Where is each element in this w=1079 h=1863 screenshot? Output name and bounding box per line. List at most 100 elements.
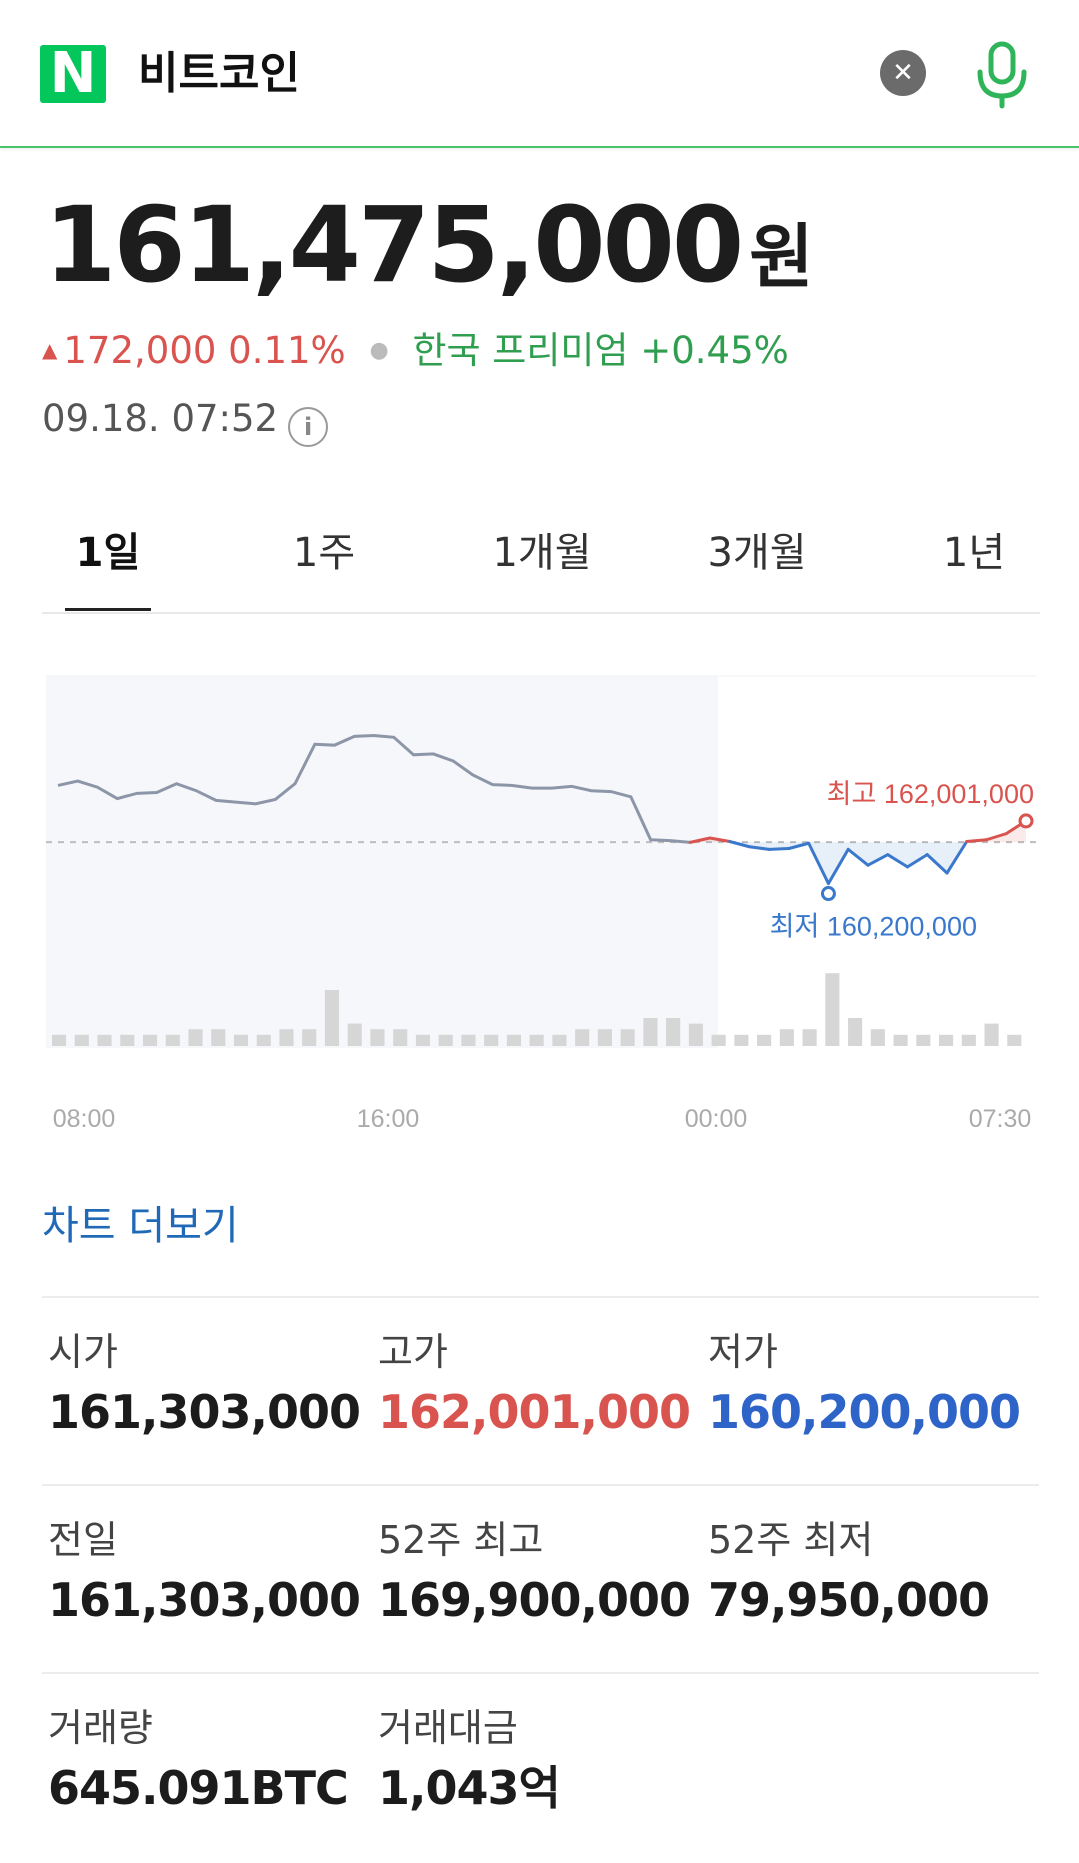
volume-bar [347, 1023, 362, 1046]
quote-timestamp: 09.18. 07:52 [42, 397, 279, 440]
quote-time-row: 09.18. 07:52 i [42, 396, 329, 447]
change-row: ▲ 172,000 0.11% ● 한국 프리미엄 +0.45% [42, 327, 789, 374]
stat-open: 시가 161,303,000 [48, 1328, 361, 1442]
price-value: 161,475,000 [44, 184, 744, 306]
stat-label: 52주 최고 [378, 1518, 544, 1562]
volume-bar [893, 1034, 908, 1046]
volume-bar [984, 1023, 999, 1046]
volume-bar [120, 1034, 135, 1046]
volume-bar [620, 1029, 635, 1046]
today-line-segment [708, 836, 732, 844]
volume-bar [256, 1034, 271, 1046]
stat-high: 고가 162,001,000 [378, 1328, 691, 1442]
volume-bar [165, 1034, 180, 1046]
today-line [688, 819, 1028, 886]
stat-low: 저가 160,200,000 [708, 1328, 1021, 1442]
tab-1y[interactable]: 1년 [942, 530, 1006, 576]
volume-bar [188, 1029, 203, 1046]
stat-volume: 거래량 645.091BTC [48, 1704, 349, 1818]
stat-value: 1,043억 [378, 1761, 561, 1815]
search-query[interactable]: 비트코인 [138, 48, 300, 99]
stat-value: 169,900,000 [378, 1573, 691, 1627]
separator-dot: ● [369, 338, 389, 363]
price-unit: 원 [749, 216, 814, 298]
volume-bar [142, 1034, 158, 1046]
volume-bar [961, 1034, 976, 1046]
below-area [729, 841, 967, 884]
high-marker [1018, 813, 1034, 829]
volume-bar [666, 1018, 681, 1046]
stat-value: 162,001,000 [378, 1385, 691, 1439]
divider [42, 1484, 1039, 1486]
today-line-segment [886, 853, 909, 869]
volume-bar [279, 1029, 294, 1046]
low-label: 최저 160,200,000 [770, 912, 977, 942]
tab-1d[interactable]: 1일 [75, 530, 141, 576]
stat-label: 거래대금 [378, 1706, 518, 1750]
price-chart[interactable]: 최고 162,001,000 최저 160,200,000 08:00 16:00… [0, 660, 1079, 1150]
volume-bar [211, 1029, 226, 1046]
high-label: 최고 162,001,000 [827, 779, 1034, 809]
tab-1w[interactable]: 1주 [292, 530, 356, 576]
volume-bar [779, 1029, 794, 1046]
volume-bar [734, 1034, 749, 1046]
volume-bar [506, 1034, 521, 1046]
mic-icon[interactable] [972, 40, 1032, 110]
today-line-segment [965, 838, 988, 844]
stat-label: 고가 [378, 1330, 448, 1374]
volume-bar [802, 1029, 817, 1046]
stat-value: 161,303,000 [48, 1573, 361, 1627]
stat-label: 52주 최저 [708, 1518, 874, 1562]
volume-bar [324, 990, 340, 1046]
today-line-segment [866, 853, 890, 867]
today-line-segment [787, 841, 811, 851]
stat-trade-value: 거래대금 1,043억 [378, 1704, 561, 1818]
x-tick-label: 00:00 [685, 1105, 748, 1133]
today-line-segment [984, 832, 1008, 842]
today-line-segment [905, 853, 929, 869]
stat-value: 645.091BTC [48, 1761, 349, 1815]
today-line-segment [945, 840, 969, 875]
stat-value: 79,950,000 [708, 1573, 990, 1627]
above-area [690, 820, 1026, 843]
low-marker [820, 886, 836, 902]
search-header: N 비트코인 ✕ [0, 0, 1079, 148]
volume-bar [597, 1029, 612, 1046]
today-line-segment [807, 841, 830, 886]
tab-1m[interactable]: 1개월 [492, 530, 592, 576]
premium-value: +0.45% [640, 329, 789, 372]
stat-label: 전일 [48, 1518, 118, 1562]
x-tick-label: 07:30 [969, 1105, 1032, 1133]
info-icon[interactable]: i [288, 407, 329, 447]
volume-bar [552, 1034, 567, 1046]
volume-bar [688, 1023, 703, 1046]
stat-label: 저가 [708, 1330, 778, 1374]
volume-bar [529, 1034, 544, 1046]
more-chart-link[interactable]: 차트 더보기 [42, 1203, 239, 1249]
period-tabs: 1일 1주 1개월 3개월 1년 [42, 520, 1040, 614]
volume-bar [461, 1034, 476, 1046]
today-line-segment [747, 845, 771, 851]
volume-bar [302, 1029, 317, 1046]
volume-bar [825, 973, 840, 1046]
stat-label: 거래량 [48, 1706, 153, 1750]
x-tick-label: 08:00 [53, 1105, 116, 1133]
volume-bar [370, 1029, 385, 1046]
close-icon[interactable]: ✕ [880, 50, 926, 96]
x-axis-ticks: 08:00 16:00 00:00 07:30 [53, 1105, 1032, 1133]
today-line-segment [688, 836, 712, 844]
up-arrow-icon: ▲ [42, 338, 58, 362]
volume-bar [393, 1029, 408, 1046]
volume-bar [97, 1034, 112, 1046]
naver-logo[interactable]: N [40, 45, 106, 103]
divider [42, 1296, 1039, 1298]
today-line-segment [846, 847, 870, 867]
tab-3m[interactable]: 3개월 [707, 530, 807, 576]
volume-bar [484, 1034, 499, 1046]
change-amount: 172,000 [63, 329, 217, 372]
change-percent: 0.11% [228, 329, 346, 372]
volume-bar [74, 1034, 89, 1046]
today-line-segment [925, 853, 949, 875]
volume-bar [438, 1034, 453, 1046]
volume-bar [711, 1034, 726, 1046]
